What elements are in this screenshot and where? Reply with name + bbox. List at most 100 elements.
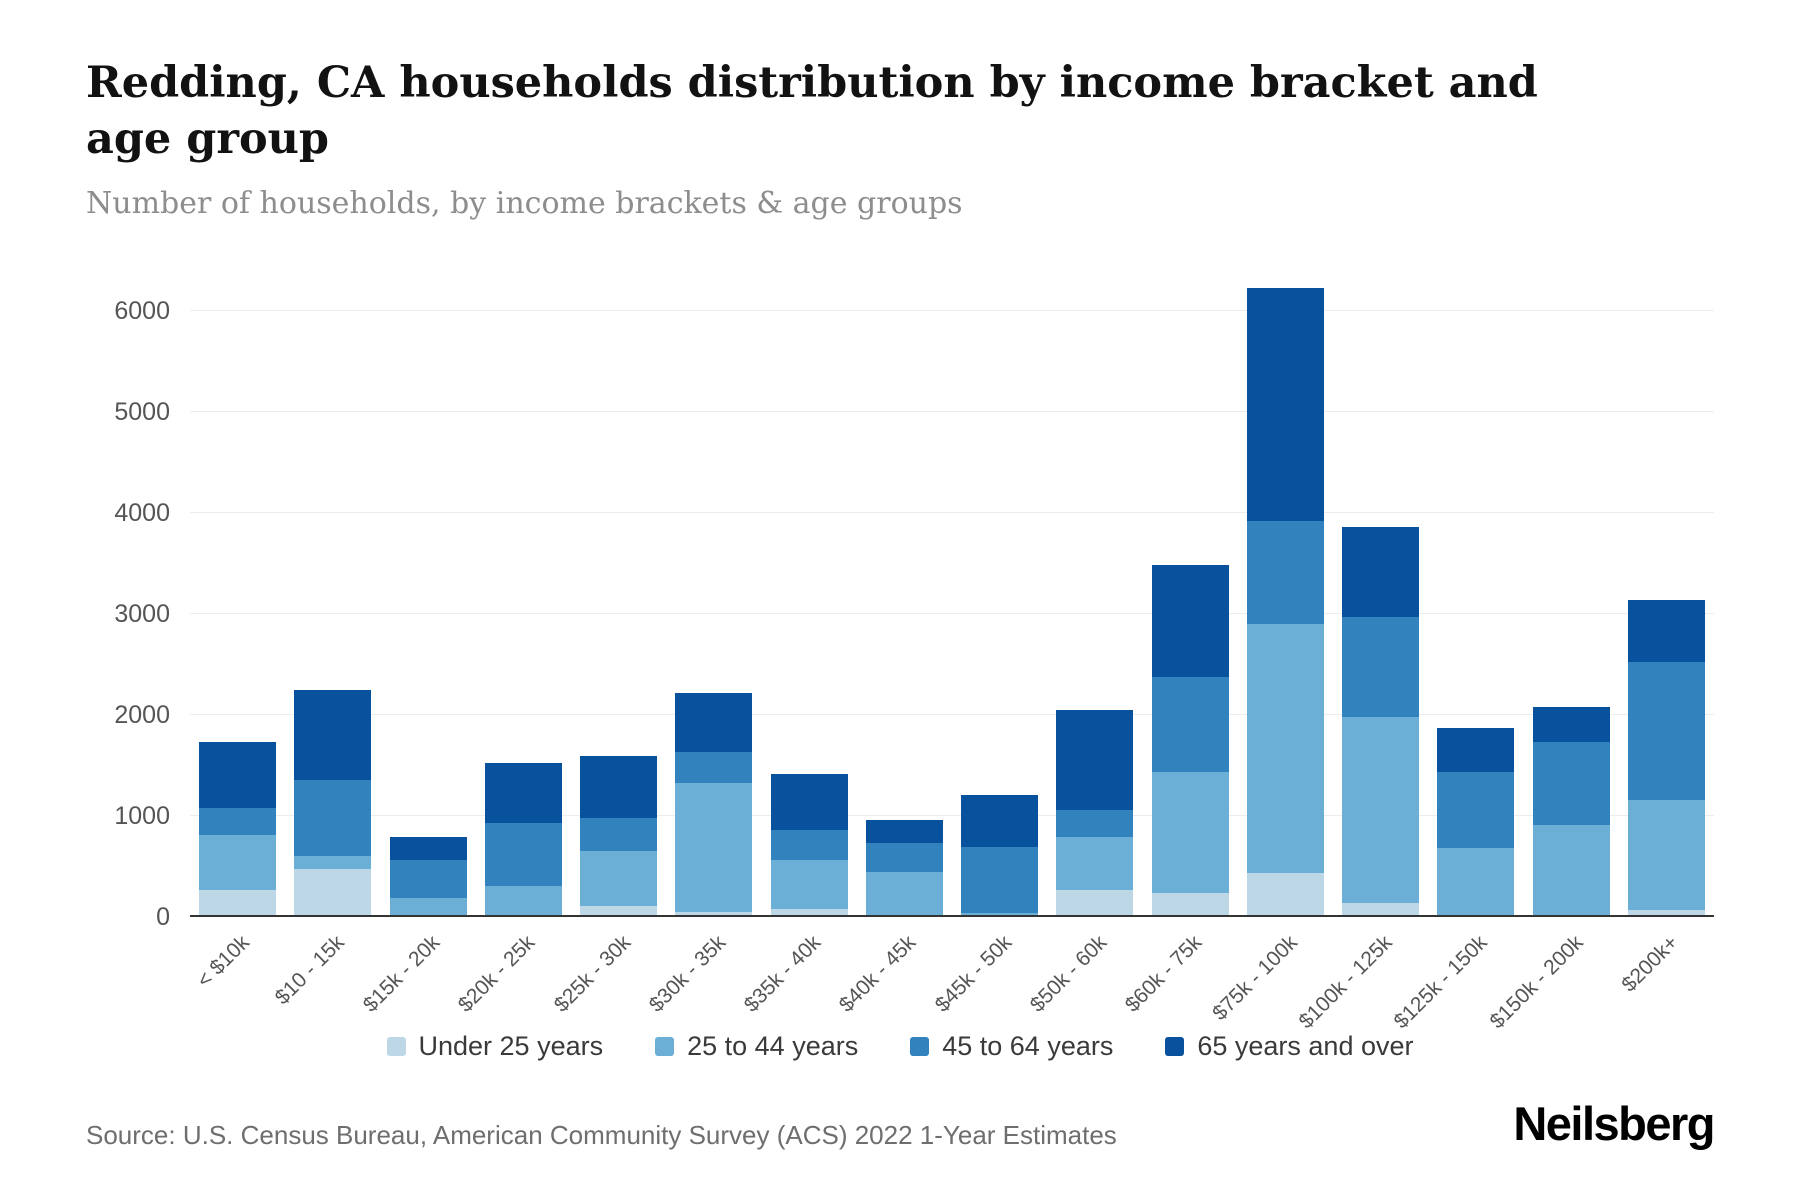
bar (294, 689, 372, 917)
bar-segment (294, 869, 372, 917)
bar-segment (1151, 565, 1229, 678)
bar (389, 837, 467, 917)
x-axis-labels: < $10k $10 - 15k $15k - 20k $20k - 25k $25k … (190, 917, 1714, 1033)
y-axis-tick-label: 2000 (114, 700, 170, 729)
y-axis-tick-label: 3000 (114, 599, 170, 628)
bar-segment (389, 860, 467, 898)
bar-column (952, 267, 1047, 917)
gridline (190, 309, 1714, 311)
bar-column (1428, 267, 1523, 917)
bar-segment (1342, 902, 1420, 917)
bar-segment (1056, 809, 1134, 837)
bar-segment (1532, 824, 1610, 916)
bar-column (857, 267, 952, 917)
bar-segment (199, 807, 277, 835)
bar (1342, 526, 1420, 917)
bar-segment (199, 834, 277, 890)
bar (865, 819, 943, 917)
bar-column (571, 267, 666, 917)
bar-segment (580, 756, 658, 818)
bars-row (190, 267, 1714, 917)
bar-segment (1056, 889, 1134, 917)
bar-segment (961, 847, 1039, 913)
source-note: Source: U.S. Census Bureau, American Com… (86, 1119, 1117, 1150)
bar-segment (1246, 623, 1324, 874)
bar-segment (1627, 662, 1705, 800)
x-axis-label-text: $200k+ (1617, 930, 1683, 997)
bar-segment (484, 763, 562, 823)
legend-swatch (1165, 1036, 1185, 1056)
gridline (190, 713, 1714, 715)
bar-segment (865, 819, 943, 844)
legend-item: 25 to 44 years (655, 1031, 858, 1062)
bar (675, 692, 753, 917)
bar (580, 756, 658, 917)
legend-label: 25 to 44 years (687, 1030, 859, 1061)
bar (484, 763, 562, 917)
bar-segment (294, 780, 372, 857)
bar-segment (675, 911, 753, 917)
bar-segment (1437, 848, 1515, 916)
bar-segment (1532, 742, 1610, 825)
bar-segment (1627, 599, 1705, 663)
bar-segment (484, 886, 562, 915)
legend-swatch (910, 1036, 930, 1056)
bar-segment (294, 689, 372, 781)
bar-segment (199, 889, 277, 917)
legend-label: 65 years and over (1197, 1030, 1414, 1061)
bar-segment (1342, 716, 1420, 903)
gridline (190, 814, 1714, 816)
bar-segment (675, 752, 753, 784)
bar-segment (865, 872, 943, 916)
y-axis-tick-label: 6000 (114, 296, 170, 325)
bar-segment (961, 794, 1039, 848)
legend-item: Under 25 years (386, 1031, 603, 1062)
bar (961, 794, 1039, 917)
bar-segment (1342, 616, 1420, 717)
bar-column (1143, 267, 1238, 917)
chart-title: Redding, CA households distribution by i… (86, 58, 1538, 164)
legend-item: 65 years and over (1165, 1030, 1414, 1062)
bar-segment (770, 908, 848, 917)
bar-segment (1056, 709, 1134, 810)
bar-segment (675, 692, 753, 753)
legend-label: 45 to 64 years (942, 1030, 1114, 1061)
bar-segment (580, 817, 658, 852)
bar-segment (1627, 799, 1705, 910)
bar-segment (580, 905, 658, 917)
bar-segment (1151, 772, 1229, 893)
gridline (190, 410, 1714, 412)
bar-column (1238, 267, 1333, 917)
bar-segment (484, 822, 562, 887)
bar-segment (199, 742, 277, 808)
plot-area: 0 1000 2000 3000 4000 5000 6000 (114, 267, 1714, 931)
footer: Source: U.S. Census Bureau, American Com… (86, 1096, 1715, 1151)
bar-column (666, 267, 761, 917)
bar-segment (580, 851, 658, 906)
bar-segment (770, 860, 848, 909)
bar-segment (389, 837, 467, 861)
bar-segment (961, 912, 1039, 916)
bar (1056, 709, 1134, 917)
bar (1437, 727, 1515, 917)
bar-segment (1246, 873, 1324, 917)
bar-segment (1151, 677, 1229, 773)
bar-segment (1627, 909, 1705, 917)
bar (770, 774, 848, 917)
bar-column (381, 267, 476, 917)
bar-column (762, 267, 857, 917)
x-axis-label: $200k+ (1617, 917, 1714, 1023)
y-axis-tick-label: 1000 (114, 801, 170, 830)
bar-segment (294, 856, 372, 870)
x-axis-label-text: < $10k (192, 930, 254, 993)
bar (1532, 706, 1610, 917)
bar-segment (1532, 706, 1610, 743)
bar (199, 742, 277, 917)
bar-segment (1342, 526, 1420, 617)
bar-segment (1246, 520, 1324, 624)
x-axis-label: $150k - 200k (1485, 917, 1619, 1033)
bar-column (285, 267, 380, 917)
bar-column (1619, 267, 1714, 917)
bar-segment (770, 774, 848, 830)
